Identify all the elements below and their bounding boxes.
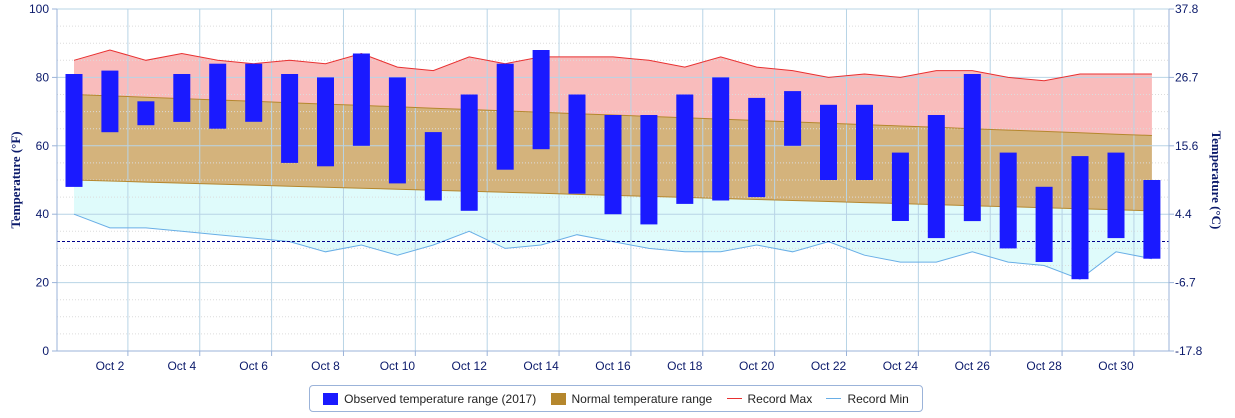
observed-bar xyxy=(640,115,658,225)
legend-item-normal[interactable]: Normal temperature range xyxy=(550,391,713,406)
legend-item-observed[interactable]: Observed temperature range (2017) xyxy=(323,392,536,406)
observed-bar xyxy=(784,91,802,146)
x-tick-label: Oct 16 xyxy=(595,359,631,373)
observed-bar xyxy=(748,97,766,198)
y-tick-label-left: 60 xyxy=(36,139,50,153)
observed-bar xyxy=(532,50,550,150)
observed-bar xyxy=(676,94,694,204)
y-tick-label-left: 100 xyxy=(29,2,49,16)
x-tick-label: Oct 22 xyxy=(811,359,847,373)
legend-label-normal: Normal temperature range xyxy=(571,391,713,406)
x-tick-label: Oct 6 xyxy=(239,359,268,373)
observed-bar xyxy=(281,74,299,163)
observed-bar xyxy=(460,94,478,211)
x-tick-label: Oct 20 xyxy=(739,359,775,373)
observed-bar xyxy=(820,104,837,180)
x-tick-label: Oct 30 xyxy=(1098,359,1134,373)
x-tick-label: Oct 12 xyxy=(452,359,488,373)
legend-label-record-min: Record Min xyxy=(847,391,909,406)
y-tick-label-right: 15.6 xyxy=(1175,139,1199,153)
x-tick-label: Oct 14 xyxy=(523,359,559,373)
y-tick-label-left: 20 xyxy=(36,276,50,290)
legend-swatch-record-min xyxy=(826,398,842,399)
legend-item-record-max[interactable]: Record Max xyxy=(726,391,813,406)
x-tick-label: Oct 28 xyxy=(1026,359,1062,373)
legend-swatch-observed xyxy=(323,392,339,405)
legend-label-record-max: Record Max xyxy=(747,391,813,406)
y-tick-label-right: 37.8 xyxy=(1175,2,1199,16)
observed-bar xyxy=(352,53,370,146)
legend: Observed temperature range (2017) Normal… xyxy=(309,385,923,412)
y-axis-title-left: Temperature (°F) xyxy=(8,131,23,228)
observed-bar xyxy=(963,74,981,222)
observed-bar xyxy=(137,101,155,126)
observed-bar xyxy=(1071,156,1089,280)
observed-bar xyxy=(317,77,334,167)
observed-bar xyxy=(927,115,945,239)
x-tick-label: Oct 18 xyxy=(667,359,703,373)
y-tick-label-left: 80 xyxy=(36,70,50,84)
observed-bar xyxy=(496,63,514,170)
observed-bar xyxy=(856,104,873,180)
x-tick-label: Oct 24 xyxy=(883,359,919,373)
x-tick-label: Oct 26 xyxy=(955,359,991,373)
observed-bar xyxy=(388,77,406,184)
y-tick-label-right: 4.4 xyxy=(1175,207,1192,221)
observed-bars xyxy=(65,50,1161,280)
observed-bar xyxy=(245,63,263,122)
y-tick-label-right: -6.7 xyxy=(1175,276,1196,290)
legend-item-record-min[interactable]: Record Min xyxy=(826,391,909,406)
x-tick-label: Oct 10 xyxy=(380,359,416,373)
y-tick-label-left: 0 xyxy=(42,344,49,358)
observed-bar xyxy=(891,152,909,221)
legend-swatch-normal xyxy=(550,392,566,405)
observed-bar xyxy=(712,77,730,201)
temperature-chart: 0 20 40 60 80 100 -17.8 -6.7 4.4 15.6 26.7 37.8 Oct … xyxy=(8,2,1224,373)
observed-bar xyxy=(1107,152,1125,239)
y-tick-label-right: -17.8 xyxy=(1175,344,1203,358)
y-tick-label-left: 40 xyxy=(36,207,50,221)
observed-bar xyxy=(1143,180,1161,259)
observed-bar xyxy=(101,70,119,133)
observed-bar xyxy=(604,115,622,215)
x-tick-label: Oct 8 xyxy=(311,359,340,373)
observed-bar xyxy=(568,94,586,194)
x-tick-label: Oct 2 xyxy=(96,359,125,373)
x-tick-label: Oct 4 xyxy=(167,359,196,373)
y-axis-title-right: Temperature (°C) xyxy=(1209,131,1224,230)
legend-label-observed: Observed temperature range (2017) xyxy=(344,391,537,406)
observed-bar xyxy=(209,63,227,129)
observed-bar xyxy=(424,132,442,201)
axes: 0 20 40 60 80 100 -17.8 -6.7 4.4 15.6 26.7 37.8 Oct … xyxy=(29,2,1203,373)
observed-bar xyxy=(1035,186,1053,262)
legend-swatch-record-max xyxy=(726,398,742,399)
observed-bar xyxy=(173,74,191,122)
observed-bar xyxy=(999,152,1017,249)
y-tick-label-right: 26.7 xyxy=(1175,70,1199,84)
observed-bar xyxy=(65,74,83,187)
